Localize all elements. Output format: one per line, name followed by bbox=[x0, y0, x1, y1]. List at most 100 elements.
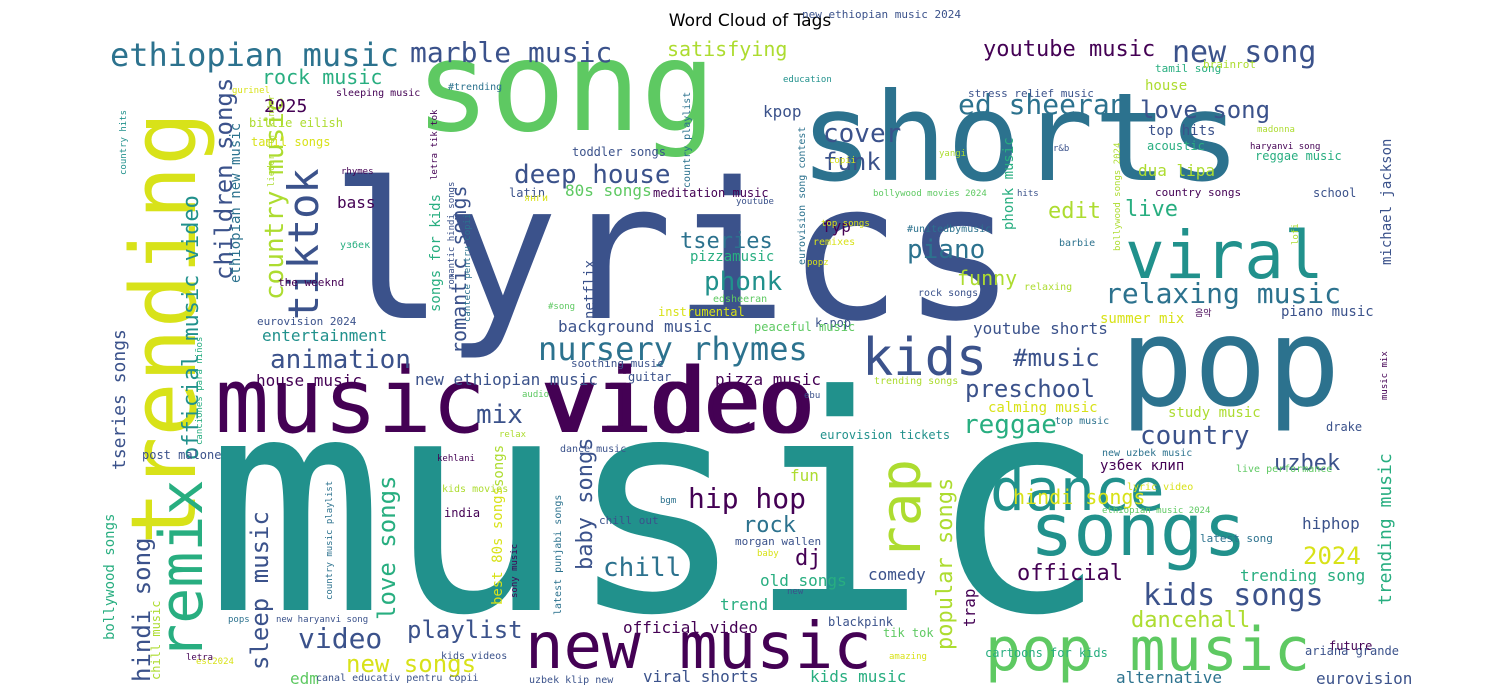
word-k-pop: k-pop bbox=[815, 316, 851, 330]
word-blackpink: blackpink bbox=[828, 615, 894, 629]
word-songs: songs bbox=[491, 445, 507, 487]
word-rhymes: rhymes bbox=[341, 167, 374, 177]
word-pizza-music: pizza music bbox=[715, 370, 821, 389]
word-peaceful-music: peaceful music bbox=[754, 320, 855, 334]
word-hiphop: hiphop bbox=[1302, 514, 1360, 533]
word-the-weeknd: the weeknd bbox=[278, 276, 344, 289]
word-alternative: alternative bbox=[1116, 668, 1222, 687]
word-house-music: house music bbox=[256, 371, 362, 390]
word-pop-music: pop music bbox=[985, 615, 1310, 685]
word-music-mix: music mix bbox=[1380, 351, 1390, 400]
word-love-song: love song bbox=[1140, 96, 1270, 124]
word-dancehall: dancehall bbox=[1131, 608, 1250, 633]
word-mix: mix bbox=[476, 400, 523, 430]
word-eurovision-song-contest: eurovision song contest bbox=[797, 127, 808, 265]
word-tseries-songs: tseries songs bbox=[109, 329, 130, 470]
word-education: education bbox=[783, 75, 832, 85]
word-ebu: ebu bbox=[804, 391, 820, 401]
word-official: official bbox=[1017, 561, 1123, 586]
word-popz: popz bbox=[807, 258, 829, 268]
word-relax: relax bbox=[499, 430, 527, 440]
word-bass: bass bbox=[337, 193, 376, 212]
word-soothing-music: soothing music bbox=[571, 357, 664, 370]
word-audio: audio bbox=[522, 390, 549, 400]
word-country-music-playlist: country music playlist bbox=[325, 481, 335, 600]
word-background-music: background music bbox=[558, 317, 712, 336]
word-preschool: preschool bbox=[965, 375, 1095, 403]
word-music: #music bbox=[1013, 344, 1100, 372]
word-reggae-music: reggae music bbox=[1255, 149, 1342, 163]
word-latin: latin bbox=[509, 186, 545, 200]
word-80s-songs: 80s songs bbox=[565, 181, 652, 200]
word-rock-music: rock music bbox=[262, 65, 382, 89]
word-youtube-music: youtube music bbox=[983, 37, 1155, 62]
word-baby-songs: baby songs bbox=[573, 438, 598, 570]
word-tseries: tseries bbox=[680, 229, 773, 254]
word-song: #song bbox=[548, 302, 575, 312]
word-michael-jackson: michael jackson bbox=[1379, 139, 1395, 265]
word-haryanvi-song: haryanvi song bbox=[1250, 142, 1320, 152]
word-country: country bbox=[1140, 421, 1250, 451]
word-nursery-rhymes: nursery rhymes bbox=[538, 330, 808, 368]
word-cover: cover bbox=[823, 119, 901, 149]
word-acoustic: acoustic bbox=[1147, 139, 1205, 153]
word-barbie: barbie bbox=[1059, 238, 1095, 249]
word-letra-tik-tok: letra tik tok bbox=[430, 109, 440, 180]
word-new-haryanvi-song: new haryanvi song bbox=[276, 615, 368, 625]
word-baby: baby bbox=[757, 549, 779, 559]
word-country-hits: country hits bbox=[119, 110, 129, 175]
word-music-video: music video bbox=[215, 349, 811, 454]
word-uzbek-klip-new: uzbek klip new bbox=[529, 675, 614, 686]
word-trending: trending bbox=[112, 112, 217, 545]
word-sleeping-music: sleeping music bbox=[336, 88, 420, 99]
word-ethiopian-music: ethiopian music bbox=[110, 36, 399, 74]
word-live: live bbox=[1125, 197, 1178, 222]
word-viral: viral bbox=[1125, 217, 1324, 294]
word-hits: hits bbox=[1017, 189, 1039, 199]
word-new-music: new music bbox=[525, 610, 872, 684]
word-song: song bbox=[415, 15, 716, 160]
word-study-music: study music bbox=[1168, 405, 1261, 421]
word-trending-song: trending song bbox=[1240, 566, 1365, 585]
word-official-music-video: official music video bbox=[179, 195, 204, 460]
word-edit: edit bbox=[1048, 199, 1101, 224]
word-marble-music: marble music bbox=[410, 36, 612, 69]
word-kids-movies: kids movies bbox=[442, 484, 508, 495]
word-brainrot: brainrot bbox=[1203, 58, 1256, 71]
word-tamil-songs: tamil songs bbox=[251, 135, 330, 149]
word-letra: letra bbox=[186, 653, 213, 663]
word-country-playlist: country playlist bbox=[682, 92, 693, 188]
word-lieder-f-r-kinder: lieder für kinder bbox=[267, 94, 277, 187]
word-hindi-song: hindi song bbox=[128, 538, 156, 683]
word-canciones-para-ni-os: canciones para niños bbox=[195, 337, 205, 445]
word-remixes: remixes bbox=[813, 237, 855, 248]
word-reggae: reggae bbox=[963, 410, 1057, 440]
word-yangi: yangi bbox=[939, 149, 966, 159]
word-drake: drake bbox=[1326, 420, 1362, 434]
word-kpop: kpop bbox=[763, 102, 802, 121]
word-latest-punjabi-songs: latest punjabi songs bbox=[553, 495, 564, 615]
word-country-songs: country songs bbox=[1155, 186, 1241, 199]
word-entertainment: entertainment bbox=[262, 326, 387, 345]
word-trending: #trending bbox=[448, 82, 502, 93]
word-kids-music: kids music bbox=[810, 667, 906, 686]
word-new-ethiopian-music-2024: new ethiopian music 2024 bbox=[802, 8, 961, 21]
word-lofi: lofi bbox=[1291, 223, 1301, 245]
word-fun: fun bbox=[790, 466, 819, 485]
word-romantic-hindi-songs: romantic hindi songs bbox=[447, 182, 457, 290]
word-top-hits: top hits bbox=[1148, 123, 1215, 139]
word-lyrics: lyrics bbox=[330, 142, 1016, 363]
word-india: india bbox=[444, 506, 480, 520]
word-remix: remix bbox=[147, 479, 217, 660]
word-ed-sheeran: ed sheeran bbox=[958, 88, 1127, 121]
word-top-music: top music bbox=[1055, 416, 1109, 427]
word-school: school bbox=[1313, 186, 1356, 200]
word-rock-songs: rock songs bbox=[918, 288, 978, 299]
word-video: video bbox=[545, 349, 816, 454]
word-dj: dj bbox=[795, 546, 822, 571]
word-official-video: official video bbox=[623, 618, 758, 637]
word-cantece-pentru-copii: cantece pentru copii bbox=[463, 214, 473, 322]
word-edsheeran: edsheeran bbox=[713, 294, 767, 305]
chart-title: Word Cloud of Tags bbox=[668, 11, 832, 31]
word-animation: animation bbox=[270, 345, 411, 375]
